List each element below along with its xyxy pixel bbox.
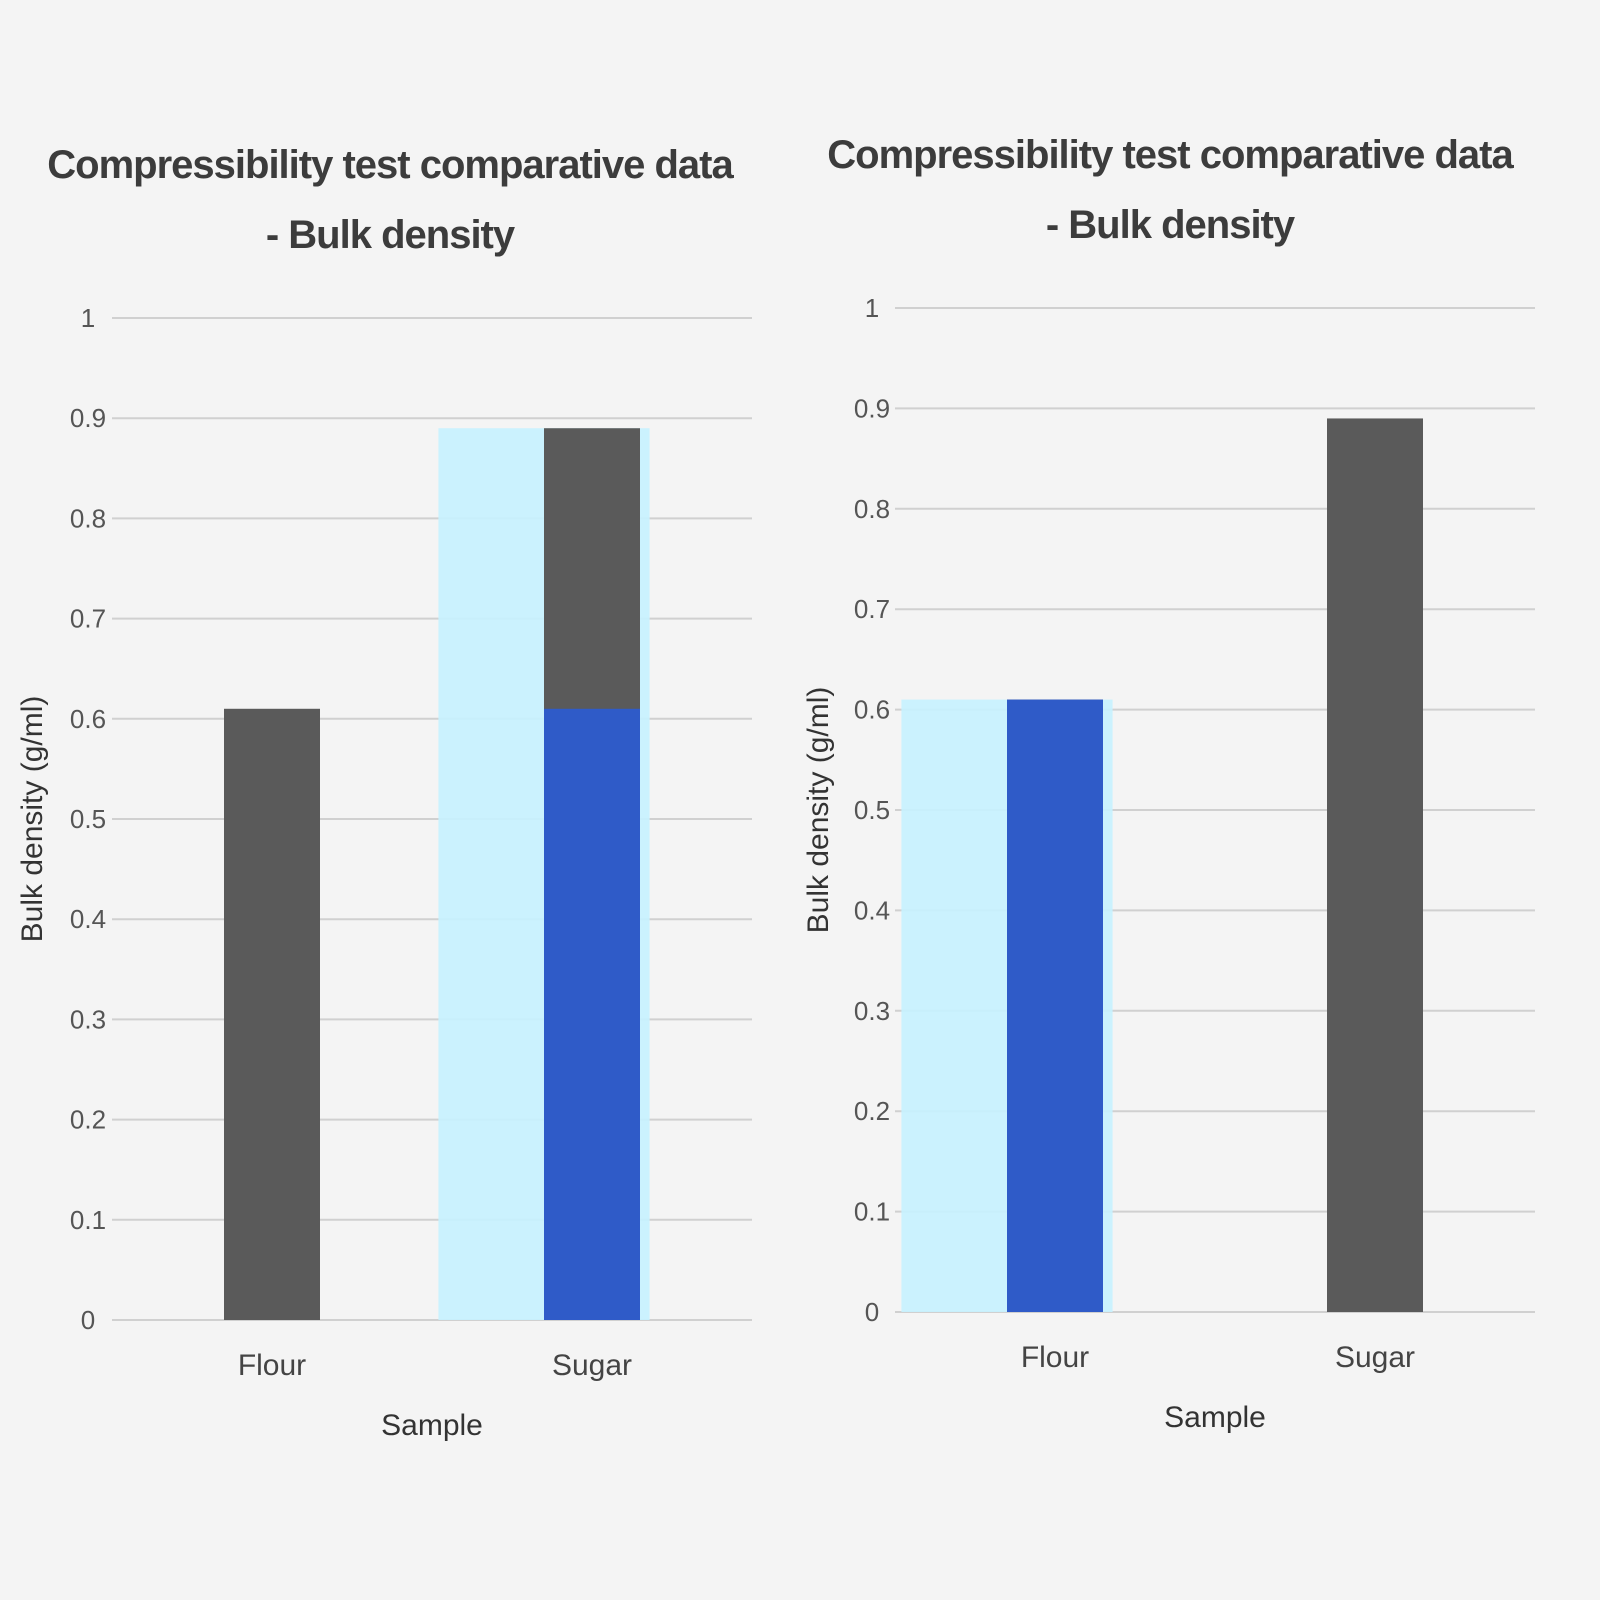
y-tick-label: 0.8 [854,494,890,524]
x-axis-label: Sample [1164,1401,1266,1434]
y-tick-label: 0 [865,1297,879,1327]
highlight-bar [544,708,640,1320]
chart-svg: 0 0.1 0.2 0.3 0.4 0.5 0.6 0.7 0.8 0.9 1 Flour Sugar S… [16,303,752,1442]
y-axis-label: Bulk density (g/ml) [802,687,835,934]
chart-title: Compressibility test comparative data - … [47,143,733,257]
y-tick-label: 0.6 [70,704,106,734]
chart-svg: 0 0.1 0.2 0.3 0.4 0.5 0.6 0.7 0.8 0.9 1 Flour Sugar S… [802,293,1535,1434]
y-tick-label: 0.2 [854,1096,890,1126]
x-tick-label: Flour [1021,1341,1089,1374]
y-tick-label: 0.1 [70,1205,106,1235]
chart-right: Compressibility test comparative data - … [800,0,1600,1600]
y-tick-label: 0.1 [854,1197,890,1227]
y-axis-label: Bulk density (g/ml) [16,696,49,943]
y-tick-label: 0.5 [70,804,106,834]
y-tick-label: 0.7 [70,604,106,634]
chart-left: Compressibility test comparative data - … [16,143,752,1442]
y-tick-label: 0.3 [854,996,890,1026]
highlight-bar [1007,699,1103,1312]
y-tick-label: 0.3 [70,1004,106,1034]
y-tick-label: 1 [865,293,879,323]
y-tick-label: 0.4 [854,895,890,925]
x-tick-label: Sugar [552,1349,632,1382]
bar-sugar [1327,418,1423,1312]
y-tick-label: 0.7 [854,594,890,624]
chart-title: Compressibility test comparative data - … [827,133,1513,247]
y-tick-label: 0 [81,1305,95,1335]
y-tick-label: 0.8 [70,503,106,533]
y-tick-label: 0.4 [70,904,106,934]
y-tick-label: 1 [81,303,95,333]
x-axis-label: Sample [381,1409,483,1442]
x-tick-label: Flour [238,1349,306,1382]
y-tick-label: 0.2 [70,1105,106,1135]
y-tick-label: 0.5 [854,795,890,825]
y-tick-label: 0.6 [854,695,890,725]
x-tick-label: Sugar [1335,1341,1415,1374]
y-tick-label: 0.9 [70,403,106,433]
bar-flour [224,708,320,1320]
y-tick-label: 0.9 [854,393,890,423]
